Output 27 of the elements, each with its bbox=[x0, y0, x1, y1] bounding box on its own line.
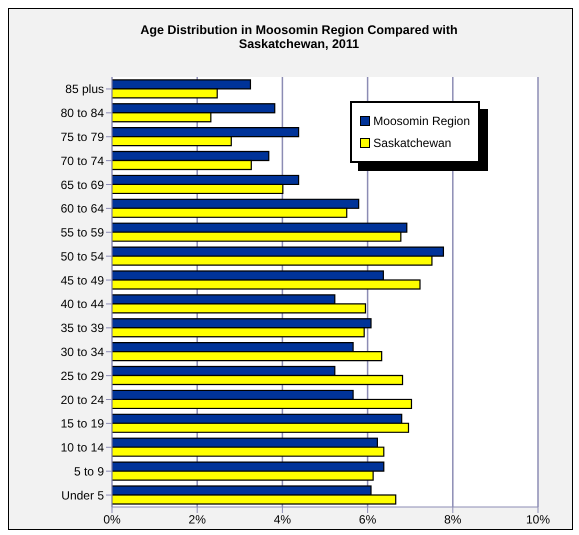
y-tick-label: 45 to 49 bbox=[60, 273, 104, 288]
y-tick-label: 60 to 64 bbox=[60, 202, 104, 216]
y-tick-label: 85 plus bbox=[65, 82, 104, 96]
x-tick-label: 6% bbox=[358, 512, 377, 527]
legend-label: Moosomin Region bbox=[373, 113, 470, 130]
y-tick-label: 15 to 19 bbox=[60, 416, 104, 431]
y-tick-label: 30 to 34 bbox=[60, 344, 104, 359]
y-tick-label: 50 to 54 bbox=[60, 249, 104, 264]
y-tick-label: Under 5 bbox=[61, 488, 104, 502]
y-tick-label: 10 to 14 bbox=[60, 440, 104, 455]
y-tick-label: 75 to 79 bbox=[60, 130, 104, 144]
x-tick-label: 8% bbox=[444, 512, 462, 527]
x-tick-label: 4% bbox=[274, 512, 292, 527]
y-tick-label: 40 to 44 bbox=[60, 297, 104, 312]
y-tick-label: 35 to 39 bbox=[60, 321, 104, 336]
x-tick-label: 0% bbox=[103, 512, 121, 527]
y-tick-label: 70 to 74 bbox=[60, 154, 104, 168]
chart-title: Age Distribution in Moosomin Region Compared with Saskatchewan, 2011 bbox=[139, 23, 459, 51]
y-tick-label: 25 to 29 bbox=[60, 368, 104, 383]
x-tick-label: 2% bbox=[188, 512, 206, 527]
y-tick-label: 5 to 9 bbox=[74, 464, 104, 478]
y-tick-label: 55 to 59 bbox=[60, 226, 104, 240]
y-tick-label: 80 to 84 bbox=[60, 106, 104, 120]
y-tick-label: 65 to 69 bbox=[60, 178, 104, 192]
x-tick-label: 10% bbox=[526, 512, 550, 527]
legend-label: Saskatchewan bbox=[373, 135, 452, 152]
y-tick-label: 20 to 24 bbox=[60, 392, 104, 407]
